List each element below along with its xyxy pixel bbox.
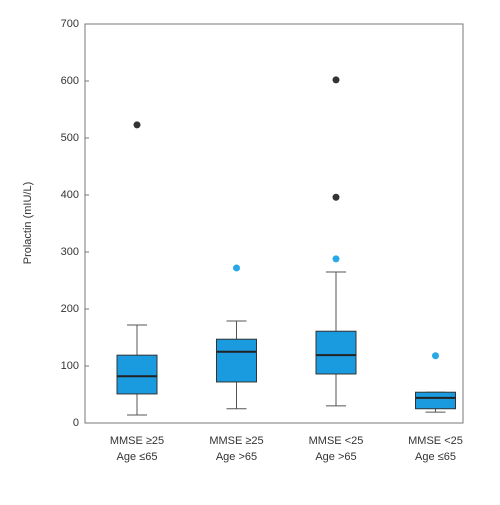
outlier — [432, 352, 439, 360]
y-tick-label: 300 — [61, 246, 79, 258]
box — [415, 391, 456, 410]
x-tick-label: Age >65 — [216, 451, 257, 463]
y-tick-label: 500 — [61, 132, 79, 144]
y-tick-label: 100 — [61, 360, 79, 372]
y-tick-label: 700 — [61, 18, 79, 30]
y-axis-label: Prolactin (mIU/L) — [22, 182, 34, 265]
outlier — [133, 121, 141, 129]
outlier — [332, 193, 340, 201]
box — [315, 330, 357, 375]
x-tick-label: MMSE ≥25 — [209, 435, 263, 447]
x-tick-label: MMSE ≥25 — [110, 435, 164, 447]
y-tick-label: 400 — [61, 189, 79, 201]
x-tick-label: MMSE <25 — [408, 435, 463, 447]
x-tick-label: Age ≤65 — [117, 451, 158, 463]
y-tick-label: 600 — [61, 75, 79, 87]
outlier — [332, 76, 340, 84]
box — [216, 338, 257, 383]
x-tick-label: Age ≤65 — [415, 451, 456, 463]
y-tick-label: 0 — [73, 417, 79, 429]
x-tick-label: Age >65 — [315, 451, 356, 463]
outlier — [332, 255, 340, 263]
outlier — [233, 264, 240, 272]
plot-frame — [84, 23, 464, 424]
box — [116, 354, 158, 395]
x-tick-label: MMSE <25 — [309, 435, 364, 447]
y-tick-label: 200 — [61, 303, 79, 315]
